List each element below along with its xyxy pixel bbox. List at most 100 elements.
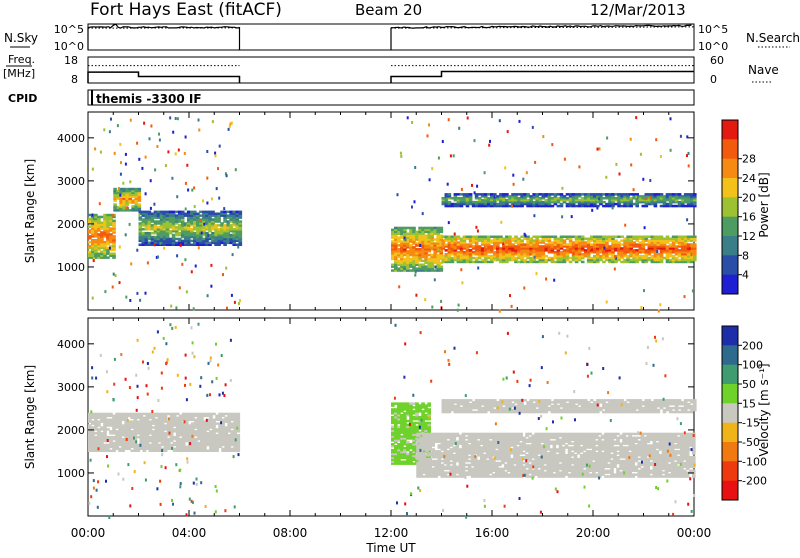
echo-cell — [122, 188, 126, 191]
echo-cell — [394, 408, 398, 411]
echo-cell — [406, 250, 410, 253]
echo-cell — [447, 450, 451, 453]
speckle-cell — [147, 261, 149, 264]
echo-cell — [394, 227, 398, 230]
speckle-cell — [542, 135, 544, 138]
echo-cell — [424, 422, 428, 425]
freq-strip: Freq. [MHz] 18 8 60 0 Nave — [3, 53, 779, 86]
speckle-cell — [210, 285, 212, 288]
echo-cell — [456, 466, 460, 469]
speckle-cell — [130, 262, 132, 265]
colorbar-tick-label-5: 24 — [742, 172, 756, 185]
speckle-cell — [125, 296, 127, 299]
echo-cell — [406, 453, 410, 456]
speckle-cell — [630, 253, 632, 256]
speckle-cell — [422, 212, 424, 215]
speckle-cell — [117, 124, 119, 127]
speckle-cell — [644, 226, 646, 229]
echo-cell — [457, 236, 461, 239]
speckle-cell — [228, 128, 230, 131]
speckle-cell — [214, 152, 216, 155]
echo-cell — [151, 224, 155, 227]
speckle-cell — [591, 209, 593, 212]
speckle-cell — [129, 223, 131, 226]
speckle-cell — [115, 274, 117, 277]
speckle-cell — [453, 154, 455, 157]
echo-cell — [406, 227, 410, 230]
echo-cell — [173, 428, 177, 431]
echo-cell — [678, 249, 682, 252]
echo-cell — [112, 220, 116, 223]
echo-cell — [100, 251, 104, 254]
echo-cell — [440, 227, 444, 230]
speckle-cell — [157, 256, 159, 259]
echo-cell — [496, 195, 500, 198]
echo-cell — [466, 236, 470, 239]
echo-cell — [693, 243, 697, 246]
speckle-cell — [143, 122, 145, 125]
speckle-cell — [129, 299, 131, 302]
speckle-cell — [207, 294, 209, 297]
speckle-cell — [476, 185, 478, 188]
speckle-cell — [203, 223, 205, 226]
echo-cell — [142, 228, 146, 231]
speckle-cell — [198, 119, 200, 122]
nsearch-label: N.Search — [746, 31, 800, 45]
echo-cell — [557, 197, 561, 200]
speckle-cell — [103, 128, 105, 131]
echo-cell — [142, 211, 146, 214]
echo-cell — [203, 413, 207, 416]
colorbar-tick-label-3: 16 — [742, 211, 756, 224]
echo-cell — [505, 193, 509, 196]
echo-cell — [648, 257, 652, 260]
speckle-cell — [202, 199, 204, 202]
speckle-cell — [92, 168, 94, 171]
echo-cell — [605, 236, 609, 239]
echo-cell — [693, 236, 697, 239]
echo-cell — [635, 243, 639, 246]
speckle-cell — [461, 188, 463, 191]
speckle-cell — [170, 305, 172, 308]
speckle-cell — [229, 125, 231, 128]
speckle-cell — [428, 123, 430, 126]
noise-right-tick-bottom: 10^0 — [698, 40, 728, 53]
colorbar-tick-label-2: 12 — [742, 230, 756, 243]
echo-cell — [415, 426, 419, 429]
speckle-cell — [119, 281, 121, 284]
speckle-cell — [635, 195, 637, 198]
speckle-cell — [640, 153, 642, 156]
colorbar-segment-3 — [722, 178, 738, 198]
speckle-cell — [212, 120, 214, 123]
speckle-cell — [642, 178, 644, 181]
speckle-cell — [216, 187, 218, 190]
speckle-cell — [407, 116, 409, 119]
echo-cell — [425, 433, 429, 436]
speckle-cell — [153, 203, 155, 206]
speckle-cell — [211, 197, 213, 200]
speckle-cell — [238, 302, 240, 305]
echo-cell — [151, 236, 155, 239]
echo-cell — [173, 442, 177, 445]
echo-cell — [545, 255, 549, 258]
echo-cell — [617, 236, 621, 239]
echo-cell — [394, 445, 398, 448]
colorbar-segment-4 — [722, 197, 738, 217]
echo-cell — [436, 227, 440, 230]
colorbar-segment-0 — [722, 120, 738, 140]
speckle-cell — [591, 249, 593, 252]
speckle-cell — [489, 140, 491, 143]
echo-cell — [596, 193, 600, 196]
speckle-cell — [150, 207, 152, 210]
echo-cell — [596, 236, 600, 239]
speckle-cell — [523, 287, 525, 290]
speckle-cell — [125, 233, 127, 236]
echo-cell — [496, 236, 500, 239]
speckle-cell — [509, 294, 511, 297]
echo-cell — [495, 450, 499, 453]
echo-cell — [212, 413, 216, 416]
speckle-cell — [186, 290, 188, 293]
speckle-cell — [488, 144, 490, 147]
speckle-cell — [158, 133, 160, 136]
speckle-cell — [619, 173, 621, 176]
